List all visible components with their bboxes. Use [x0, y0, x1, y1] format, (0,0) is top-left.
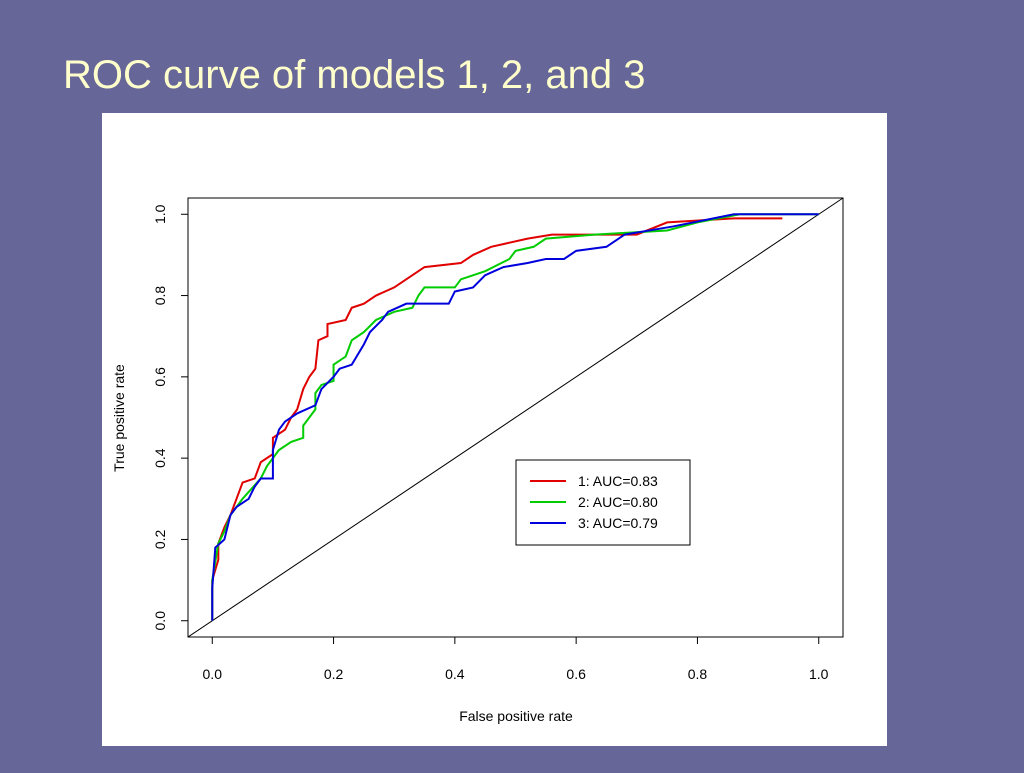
x-tick-label: 0.6 — [566, 666, 586, 682]
slide-title: ROC curve of models 1, 2, and 3 — [63, 53, 646, 97]
roc-curve — [211, 217, 783, 621]
x-axis-label: False positive rate — [459, 708, 573, 724]
diagonal-reference — [187, 197, 844, 638]
roc-curve — [211, 213, 819, 621]
x-tick-label: 0.2 — [324, 666, 344, 682]
x-tick-label: 0.4 — [445, 666, 465, 682]
y-axis-label: True positive rate — [111, 364, 127, 472]
plot-panel — [102, 113, 887, 746]
y-tick-label: 1.0 — [152, 204, 168, 224]
y-tick-label: 0.4 — [152, 448, 168, 468]
y-tick-label: 0.6 — [152, 367, 168, 387]
x-tick-label: 1.0 — [809, 666, 829, 682]
x-tick-label: 0.0 — [203, 666, 223, 682]
legend-label: 2: AUC=0.80 — [578, 494, 658, 510]
legend-label: 1: AUC=0.83 — [578, 473, 658, 489]
y-tick-label: 0.8 — [152, 286, 168, 306]
y-tick-label: 0.2 — [152, 530, 168, 550]
y-tick-label: 0.0 — [152, 611, 168, 631]
legend-label: 3: AUC=0.79 — [578, 515, 658, 531]
x-tick-label: 0.8 — [688, 666, 708, 682]
